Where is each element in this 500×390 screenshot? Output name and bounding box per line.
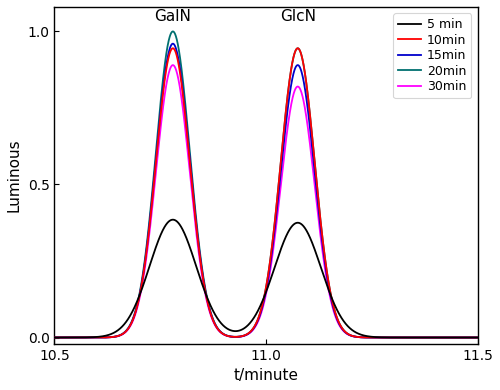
15min <box>232 335 238 339</box>
20min <box>474 335 480 340</box>
10min <box>466 335 472 340</box>
10min <box>100 335 105 340</box>
15min <box>100 335 105 340</box>
Line: 15min: 15min <box>54 44 478 337</box>
30min <box>474 335 480 340</box>
30min <box>170 63 176 67</box>
Line: 5 min: 5 min <box>54 220 478 337</box>
20min <box>52 335 58 340</box>
30min <box>214 326 220 330</box>
X-axis label: t/minute: t/minute <box>234 368 298 383</box>
5 min <box>421 335 427 340</box>
20min <box>214 324 220 329</box>
Text: GlcN: GlcN <box>280 9 316 24</box>
5 min <box>474 335 480 340</box>
10min <box>214 325 220 330</box>
30min <box>100 335 105 340</box>
30min <box>232 335 238 339</box>
5 min <box>466 335 472 340</box>
20min <box>466 335 472 340</box>
10min <box>232 335 238 339</box>
15min <box>466 335 472 340</box>
15min <box>214 325 220 330</box>
Text: GalN: GalN <box>154 9 192 24</box>
20min <box>125 326 131 331</box>
5 min <box>232 329 238 333</box>
Line: 10min: 10min <box>54 48 478 337</box>
15min <box>125 327 131 332</box>
10min <box>421 335 427 340</box>
15min <box>474 335 480 340</box>
5 min <box>52 335 58 340</box>
5 min <box>214 315 220 320</box>
5 min <box>170 217 176 222</box>
10min <box>474 335 480 340</box>
Line: 20min: 20min <box>54 32 478 337</box>
Line: 30min: 30min <box>54 65 478 337</box>
30min <box>125 327 131 332</box>
30min <box>466 335 472 340</box>
10min <box>170 46 176 51</box>
5 min <box>125 317 131 322</box>
20min <box>421 335 427 340</box>
20min <box>170 29 176 34</box>
20min <box>232 335 238 339</box>
5 min <box>100 334 105 339</box>
15min <box>52 335 58 340</box>
30min <box>421 335 427 340</box>
10min <box>125 327 131 332</box>
15min <box>421 335 427 340</box>
30min <box>52 335 58 340</box>
20min <box>100 335 105 340</box>
15min <box>170 41 176 46</box>
10min <box>52 335 58 340</box>
Legend: 5 min, 10min, 15min, 20min, 30min: 5 min, 10min, 15min, 20min, 30min <box>393 13 471 98</box>
Y-axis label: Luminous: Luminous <box>7 138 22 212</box>
